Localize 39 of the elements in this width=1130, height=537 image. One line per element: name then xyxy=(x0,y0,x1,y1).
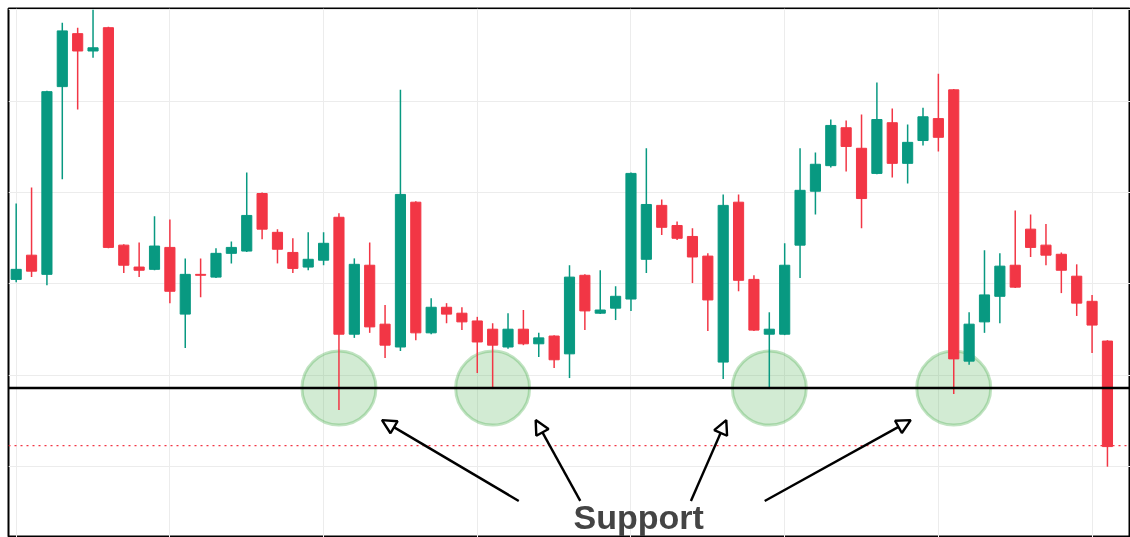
candlestick xyxy=(686,227,699,284)
candlestick xyxy=(671,220,683,241)
candlestick xyxy=(548,334,560,369)
candlestick xyxy=(1025,213,1037,258)
candlestick xyxy=(1086,294,1098,354)
candlestick xyxy=(318,231,330,266)
candlestick xyxy=(1055,251,1067,294)
candlestick xyxy=(302,231,314,272)
text: Support xyxy=(573,497,704,536)
candlestick xyxy=(594,269,606,315)
candlestick xyxy=(271,228,284,265)
candlestick xyxy=(502,312,514,350)
candlestick xyxy=(72,26,84,111)
candlestick xyxy=(25,186,38,278)
candlestick xyxy=(917,106,929,147)
candlestick xyxy=(148,215,161,272)
candlestick xyxy=(379,304,391,359)
candlestick xyxy=(932,73,944,153)
candlestick xyxy=(487,322,499,390)
candlestick xyxy=(902,123,914,185)
candlestick xyxy=(87,9,99,59)
candlestick xyxy=(1009,209,1021,289)
candlestick xyxy=(656,198,668,236)
candlestick xyxy=(533,332,545,358)
candlestick xyxy=(440,302,453,324)
candlestick xyxy=(10,202,22,283)
candlestick xyxy=(195,257,207,298)
candlestick xyxy=(517,309,529,346)
candlestick xyxy=(287,237,299,274)
candlestick xyxy=(471,316,483,374)
candlestick xyxy=(610,285,622,321)
candlestick xyxy=(1040,223,1052,266)
candlestick xyxy=(456,306,468,331)
candlestick xyxy=(118,243,130,274)
candlestick xyxy=(840,119,852,173)
candlestick xyxy=(210,247,222,279)
candlestick xyxy=(225,240,237,265)
candlestick xyxy=(133,241,145,278)
candlestick xyxy=(763,311,775,390)
